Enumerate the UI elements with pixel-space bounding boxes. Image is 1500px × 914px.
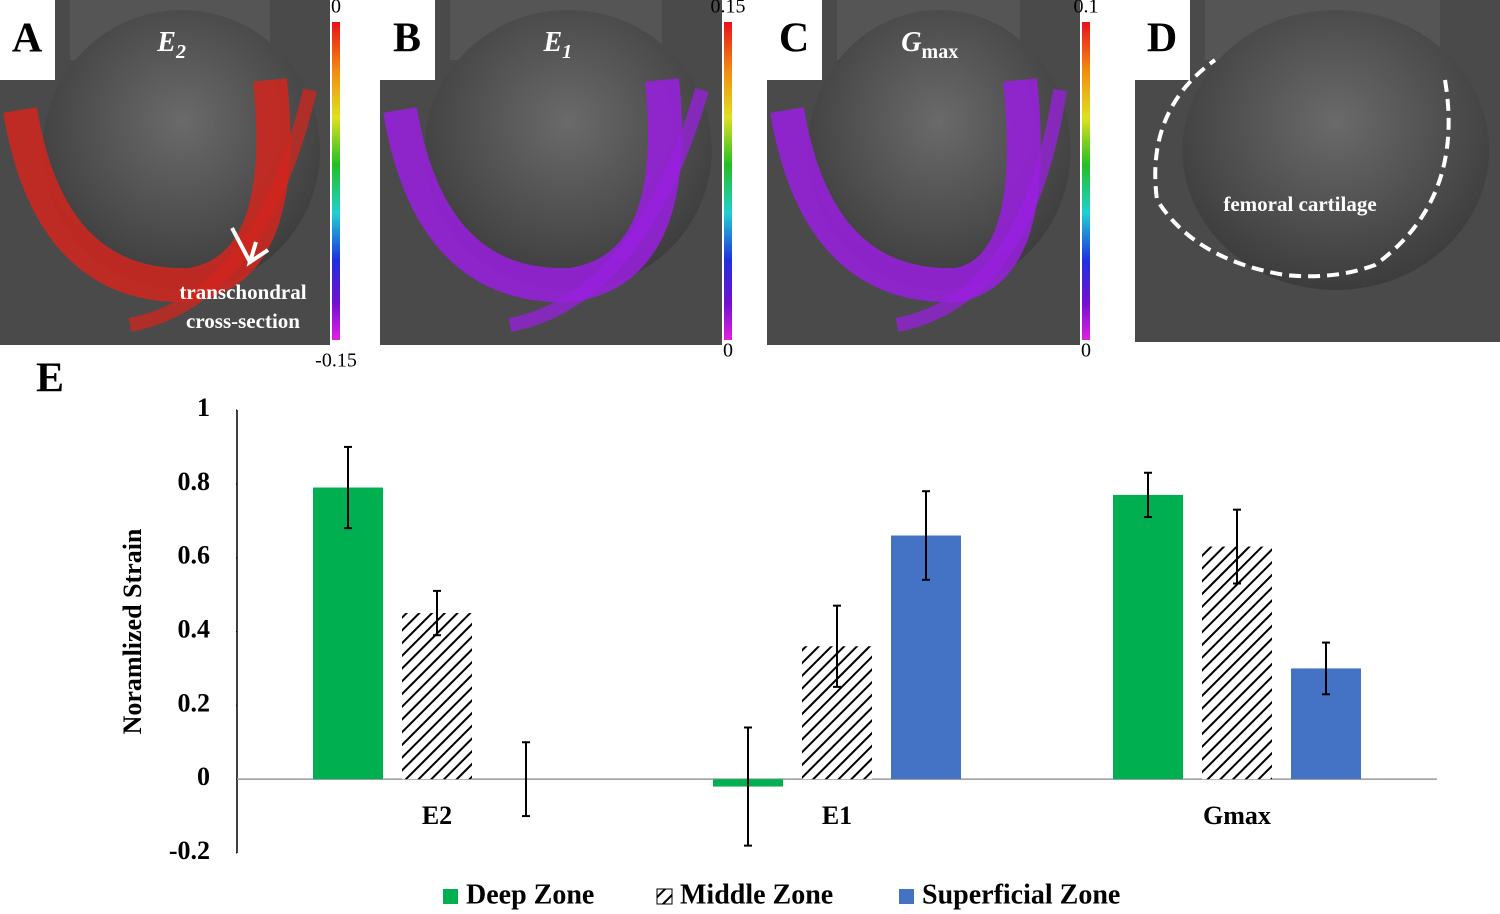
legend-swatch: [899, 889, 914, 904]
bar: [1202, 546, 1272, 780]
error-bar: [922, 490, 930, 581]
arrow: [246, 241, 270, 267]
label-base: E: [156, 27, 176, 58]
legend-label: Middle Zone: [680, 879, 833, 910]
y-tick-label: -0.2: [169, 836, 210, 865]
colorbar: [724, 22, 732, 340]
x-tick-label: E1: [822, 801, 852, 830]
panel-letter: A: [12, 16, 43, 62]
cartilage-outline: [1153, 58, 1451, 279]
legend-swatch: [656, 888, 673, 905]
image-panel: [0, 0, 340, 345]
image-panel: [767, 0, 1090, 345]
label-sub: 1: [562, 41, 572, 63]
bar: [1113, 494, 1183, 780]
legend-swatch: [443, 889, 458, 904]
error-bar: [344, 445, 352, 530]
y-axis-label: Noramlized Strain: [118, 528, 147, 734]
image-panel: [1135, 0, 1500, 342]
y-tick-label: 1: [197, 393, 210, 422]
x-tick-label: Gmax: [1203, 801, 1271, 830]
panel-letter: B: [393, 16, 421, 62]
error-bar: [522, 741, 530, 818]
colorbar: [332, 22, 340, 340]
label-base: E: [542, 27, 562, 58]
cross-section-line: [230, 227, 252, 263]
error-bar: [1233, 508, 1241, 585]
image-panel: [380, 0, 732, 345]
label-base: G: [901, 27, 921, 58]
annotation: transchondral: [179, 280, 306, 304]
letter-box: [767, 0, 822, 80]
y-tick-label: 0.4: [178, 614, 211, 643]
colorbar-min: -0.15: [315, 350, 357, 372]
y-tick-label: 0: [197, 762, 210, 791]
annotation: cross-section: [186, 309, 300, 333]
annotation: femoral cartilage: [1223, 192, 1376, 216]
panel-label: E1: [542, 27, 572, 62]
bar: [313, 487, 383, 780]
letter-box: [1135, 0, 1190, 80]
error-bar: [1322, 641, 1330, 696]
colorbar-min: 0: [723, 340, 733, 362]
cartilage-strain-map: [3, 78, 291, 303]
label-sub: max: [922, 41, 959, 63]
panel-label: Gmax: [901, 27, 958, 62]
error-bar: [833, 604, 841, 688]
cartilage-strain-map: [770, 78, 1041, 303]
panel-letter: E: [36, 356, 64, 402]
bar: [402, 613, 472, 780]
error-bar: [744, 726, 752, 847]
x-tick-label: E2: [422, 801, 452, 830]
letter-box: [0, 0, 55, 80]
y-tick-label: 0.6: [178, 541, 211, 570]
legend-label: Superficial Zone: [922, 879, 1120, 910]
colorbar-min: 0: [1081, 340, 1091, 362]
letter-box: [380, 0, 435, 80]
colorbar-max: 0: [331, 0, 341, 18]
tibial-strain-map: [508, 88, 709, 332]
tibial-strain-map: [128, 88, 317, 332]
colorbar: [1082, 22, 1090, 340]
label-sub: 2: [175, 41, 186, 63]
tibial-strain-map: [895, 88, 1067, 332]
condyle: [1182, 10, 1490, 290]
colorbar-max: 0.1: [1074, 0, 1099, 18]
colorbar-max: 0.15: [711, 0, 746, 18]
y-tick-label: 0.2: [178, 688, 211, 717]
panel-letter: D: [1147, 16, 1177, 62]
error-bar: [433, 589, 441, 637]
panel-letter: C: [779, 16, 809, 62]
legend-label: Deep Zone: [466, 879, 594, 910]
panel-label: E2: [156, 27, 186, 62]
y-tick-label: 0.8: [178, 467, 211, 496]
error-bar: [1144, 471, 1152, 519]
